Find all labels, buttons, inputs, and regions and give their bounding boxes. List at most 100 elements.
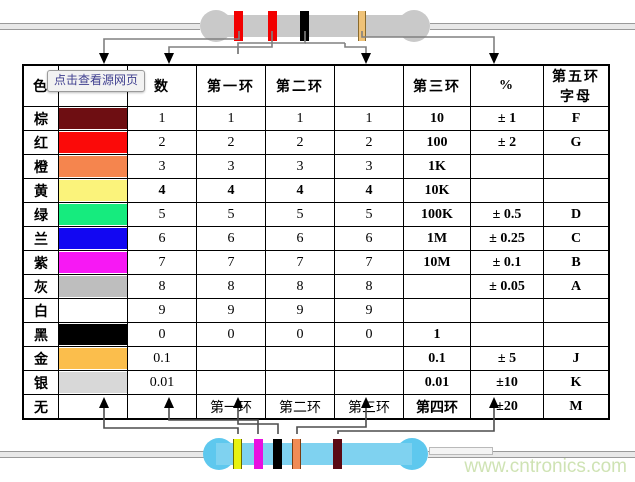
color-swatch-灰 [59,276,127,297]
cell-color-swatch-5 [58,226,128,251]
cell-tolerance-6: ± 0.1 [470,250,544,275]
cell-multiplier-1: 100 [403,130,471,155]
cell-letter-10: J [543,346,610,371]
cell-color-name-9: 黑 [22,322,59,347]
cell-color-swatch-12 [58,394,128,420]
cell-digit-3: 4 [127,178,197,203]
resistor-bottom-lead-left [0,451,205,458]
color-swatch-橙 [59,156,127,177]
cell-ring-2-9: 0 [265,322,335,347]
cell-letter-9 [543,322,610,347]
cell-ring-3-3: 4 [334,178,404,203]
cell-multiplier-9: 1 [403,322,471,347]
cell-letter-2 [543,154,610,179]
cell-digit-5: 6 [127,226,197,251]
view-source-page-tooltip[interactable]: 点击查看源网页 [47,70,146,92]
cell-color-swatch-10 [58,346,128,371]
color-swatch-黄 [59,180,127,201]
resistor-top-band-3-black [300,11,309,41]
color-swatch-银 [59,372,127,393]
resistor-top-band-4-gold [358,11,366,41]
cell-digit-8: 9 [127,298,197,323]
cell-multiplier-12: 第四环 [403,394,471,420]
color-swatch-白 [59,300,127,321]
cell-ring-3-2: 3 [334,154,404,179]
color-swatch-紫 [59,252,127,273]
resistor-top-band-1-red [234,11,243,41]
cell-color-name-4: 绿 [22,202,59,227]
resistor-top-lead-left [0,23,200,30]
cell-letter-8 [543,298,610,323]
cell-multiplier-7 [403,274,471,299]
cell-tolerance-9 [470,322,544,347]
color-swatch-金 [59,348,127,369]
header-ring-1: 第一环 [196,64,266,107]
cell-digit-1: 2 [127,130,197,155]
cell-ring-1-11 [196,370,266,395]
pointer-lines-top [99,31,499,64]
cell-ring-1-10 [196,346,266,371]
resistor-bottom-band-3-black [273,439,282,469]
cell-color-name-5: 兰 [22,226,59,251]
cell-color-swatch-1 [58,130,128,155]
cell-letter-4: D [543,202,610,227]
cell-ring-2-0: 1 [265,106,335,131]
cell-digit-9: 0 [127,322,197,347]
cell-letter-7: A [543,274,610,299]
cell-letter-11: K [543,370,610,395]
cell-ring-1-2: 3 [196,154,266,179]
resistor-bottom-body [216,443,412,465]
cell-color-name-7: 灰 [22,274,59,299]
cell-digit-0: 1 [127,106,197,131]
cell-color-name-12: 无 [22,394,59,420]
cell-ring-1-7: 8 [196,274,266,299]
cell-digit-6: 7 [127,250,197,275]
cell-multiplier-4: 100K [403,202,471,227]
cell-tolerance-8 [470,298,544,323]
cell-ring-3-5: 6 [334,226,404,251]
cell-ring-2-12: 第二环 [265,394,335,420]
header-ring-2: 第二环 [265,64,335,107]
cell-color-name-3: 黄 [22,178,59,203]
color-swatch-兰 [59,228,127,249]
header-multiplier: 第三环 [403,64,471,107]
color-swatch-绿 [59,204,127,225]
cell-multiplier-10: 0.1 [403,346,471,371]
cell-tolerance-7: ± 0.05 [470,274,544,299]
table-row: 绿 5 5 5 5 100K ± 0.5 D [22,202,610,227]
cell-multiplier-3: 10K [403,178,471,203]
cell-color-name-2: 橙 [22,154,59,179]
cell-color-swatch-6 [58,250,128,275]
cell-tolerance-11: ±10 [470,370,544,395]
cell-ring-2-8: 9 [265,298,335,323]
cell-multiplier-6: 10M [403,250,471,275]
cell-color-name-8: 白 [22,298,59,323]
cell-ring-3-4: 5 [334,202,404,227]
cell-ring-1-4: 5 [196,202,266,227]
cell-ring-1-0: 1 [196,106,266,131]
header-tolerance: % [470,64,544,107]
resistor-bottom-band-1-yellow [233,439,242,469]
cell-color-name-1: 红 [22,130,59,155]
cell-color-swatch-8 [58,298,128,323]
cell-color-name-10: 金 [22,346,59,371]
cell-ring-2-6: 7 [265,250,335,275]
table-row: 紫 7 7 7 7 10M ± 0.1 B [22,250,610,275]
cell-multiplier-5: 1M [403,226,471,251]
color-swatch-无 [59,396,127,417]
header-ring-3 [334,64,404,107]
cell-letter-12: M [543,394,610,420]
cell-ring-3-1: 2 [334,130,404,155]
cell-tolerance-2 [470,154,544,179]
cell-tolerance-4: ± 0.5 [470,202,544,227]
cell-color-swatch-3 [58,178,128,203]
cell-tolerance-12: ±20 [470,394,544,420]
cell-tolerance-3 [470,178,544,203]
watermark-bar [429,447,493,455]
site-watermark: www.cntronics.com [464,456,627,477]
